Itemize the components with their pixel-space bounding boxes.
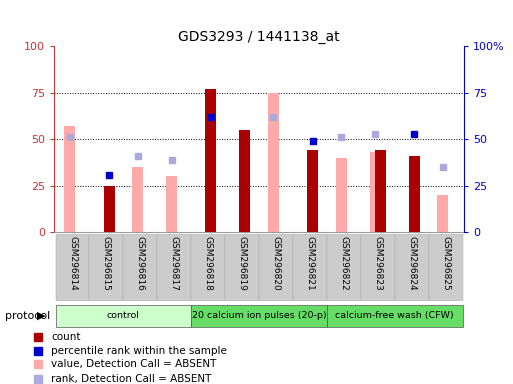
Bar bbox=[124, 234, 157, 301]
Bar bbox=[394, 234, 429, 301]
Bar bbox=[409, 156, 420, 232]
Bar bbox=[429, 234, 463, 301]
Text: GSM296816: GSM296816 bbox=[136, 236, 145, 291]
Text: GSM296814: GSM296814 bbox=[68, 236, 77, 291]
Bar bbox=[166, 177, 177, 232]
Text: GSM296823: GSM296823 bbox=[373, 236, 382, 291]
Bar bbox=[307, 151, 318, 232]
Bar bbox=[132, 167, 143, 232]
Bar bbox=[191, 305, 327, 327]
Bar bbox=[104, 186, 114, 232]
Text: GSM296818: GSM296818 bbox=[204, 236, 213, 291]
Text: GSM296815: GSM296815 bbox=[102, 236, 111, 291]
Bar bbox=[206, 89, 216, 232]
Bar bbox=[268, 93, 279, 232]
Text: ▶: ▶ bbox=[36, 311, 45, 321]
Bar bbox=[370, 152, 381, 232]
Bar bbox=[327, 234, 361, 301]
Text: GSM296819: GSM296819 bbox=[238, 236, 247, 291]
Bar bbox=[64, 126, 75, 232]
Text: count: count bbox=[51, 332, 81, 342]
Text: 20 calcium ion pulses (20-p): 20 calcium ion pulses (20-p) bbox=[192, 311, 326, 320]
Text: GSM296825: GSM296825 bbox=[441, 236, 450, 291]
Bar bbox=[259, 234, 293, 301]
Text: GSM296821: GSM296821 bbox=[305, 236, 314, 291]
Text: GSM296822: GSM296822 bbox=[340, 236, 348, 291]
Bar bbox=[55, 234, 89, 301]
Text: protocol: protocol bbox=[5, 311, 50, 321]
Bar bbox=[157, 234, 191, 301]
Text: GSM296817: GSM296817 bbox=[170, 236, 179, 291]
Bar bbox=[191, 234, 225, 301]
Text: calcium-free wash (CFW): calcium-free wash (CFW) bbox=[336, 311, 454, 320]
Bar bbox=[240, 130, 250, 232]
Text: value, Detection Call = ABSENT: value, Detection Call = ABSENT bbox=[51, 359, 216, 369]
Bar bbox=[293, 234, 327, 301]
Text: control: control bbox=[107, 311, 140, 320]
Text: GSM296820: GSM296820 bbox=[271, 236, 281, 291]
Bar bbox=[361, 234, 394, 301]
Bar bbox=[55, 305, 191, 327]
Bar bbox=[336, 158, 347, 232]
Title: GDS3293 / 1441138_at: GDS3293 / 1441138_at bbox=[178, 30, 340, 44]
Text: rank, Detection Call = ABSENT: rank, Detection Call = ABSENT bbox=[51, 374, 211, 384]
Text: GSM296824: GSM296824 bbox=[407, 236, 416, 291]
Text: percentile rank within the sample: percentile rank within the sample bbox=[51, 346, 227, 356]
Bar bbox=[438, 195, 448, 232]
Bar bbox=[225, 234, 259, 301]
Bar bbox=[327, 305, 463, 327]
Bar bbox=[89, 234, 124, 301]
Bar bbox=[375, 151, 386, 232]
